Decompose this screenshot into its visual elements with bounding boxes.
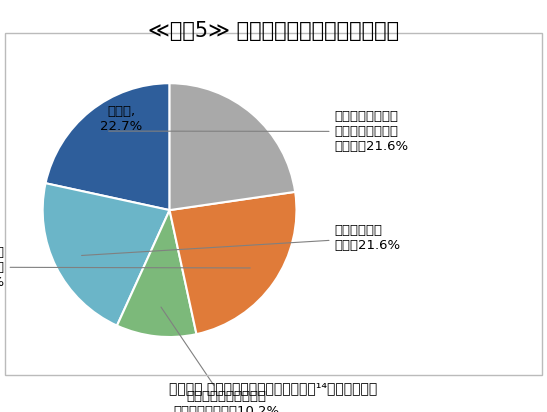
Wedge shape xyxy=(45,83,170,210)
Wedge shape xyxy=(43,183,170,325)
Wedge shape xyxy=(117,210,196,337)
Text: （出典） 秋田県トラック協会調査結果¹⁴より当社作成: （出典） 秋田県トラック協会調査結果¹⁴より当社作成 xyxy=(170,382,377,396)
Text: 長距離運行を
減らす・辞め
る，23.9%: 長距離運行を 減らす・辞め る，23.9% xyxy=(0,246,250,289)
Wedge shape xyxy=(170,192,296,334)
Text: 一般道を利用
する，21.6%: 一般道を利用 する，21.6% xyxy=(82,224,400,255)
Text: 深夜割引適用時間
帯にできるだけ走
行する，21.6%: 深夜割引適用時間 帯にできるだけ走 行する，21.6% xyxy=(109,110,409,153)
Text: 輸送効率を向上させる
方法を模索する，10.2%: 輸送効率を向上させる 方法を模索する，10.2% xyxy=(161,307,280,412)
Wedge shape xyxy=(170,83,295,210)
Text: ≪図表5≫ 高速道路料金見直しへの対策: ≪図表5≫ 高速道路料金見直しへの対策 xyxy=(148,21,399,41)
Text: その他,
22.7%: その他, 22.7% xyxy=(100,105,142,133)
